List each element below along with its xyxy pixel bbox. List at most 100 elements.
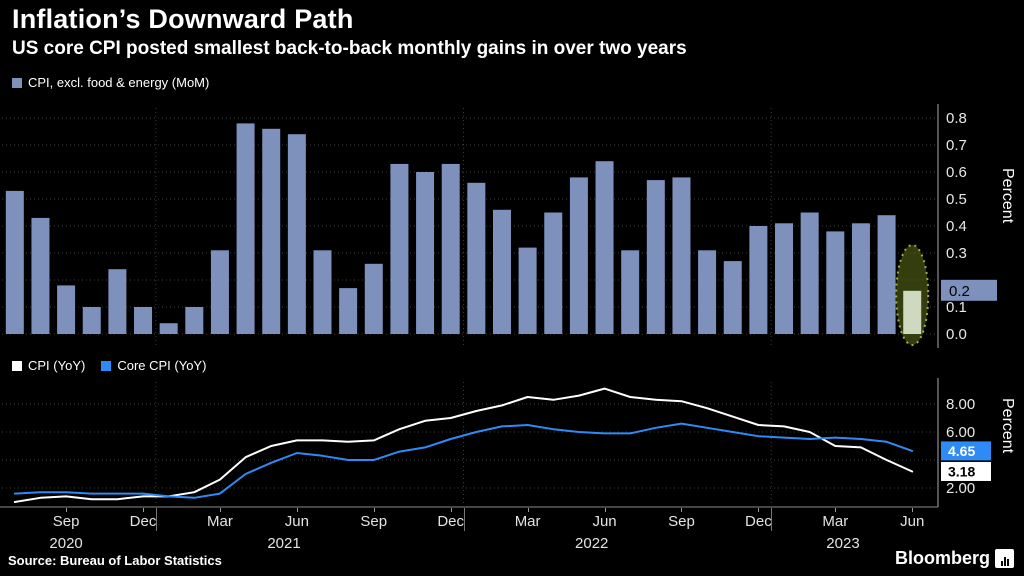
- series-line-core: [13, 422, 914, 499]
- cpi-series-swatch-icon: [12, 360, 22, 371]
- x-year-label: 2023: [826, 535, 860, 552]
- bar-2021-11: [416, 172, 435, 334]
- x-tick-mark: [835, 508, 837, 512]
- core-cpi-mom-bar-chart: 0.0 0.1 0.3 0.4 0.5 0.6 0.7 0.8 0.2: [2, 104, 997, 348]
- x-tick-mark: [296, 508, 298, 512]
- bar-2023-02: [800, 212, 819, 334]
- x-tick-mark: [450, 508, 452, 512]
- bar-2023-01: [775, 223, 794, 334]
- x-tick-label: Jun: [592, 513, 617, 530]
- y-tick-label: 2.00: [946, 480, 975, 497]
- bloomberg-wordmark: Bloomberg: [894, 548, 990, 568]
- x-tick-label: Dec: [745, 513, 772, 530]
- year-divider: [771, 508, 773, 531]
- bar-2021-04: [236, 123, 255, 335]
- bar-2021-01: [159, 323, 178, 334]
- bar-2021-05: [262, 128, 281, 334]
- y-tick-label: 0.5: [946, 191, 967, 208]
- x-tick-mark: [66, 508, 68, 512]
- bar-2022-11: [723, 261, 742, 334]
- page-subtitle: US core CPI posted smallest back-to-back…: [12, 38, 687, 59]
- year-divider: [155, 508, 157, 531]
- source-note: Source: Bureau of Labor Statistics: [8, 553, 222, 568]
- bar-2021-12: [441, 163, 460, 334]
- x-tick-label: Jun: [900, 513, 925, 530]
- y-tick-label: 0.4: [946, 218, 967, 235]
- core-series-swatch-icon: [101, 360, 112, 371]
- bar-2021-10: [390, 163, 409, 334]
- x-tick-label: Dec: [129, 513, 157, 530]
- bar-series-label: CPI, excl. food & energy (MoM): [28, 75, 210, 90]
- series-line-cpi: [13, 387, 914, 503]
- bar-2020-08: [31, 217, 50, 334]
- x-tick-mark: [219, 508, 221, 512]
- bar-2020-11: [108, 269, 127, 334]
- x-tick-mark: [373, 508, 375, 512]
- x-tick-label: Mar: [822, 513, 849, 530]
- x-tick-label: Sep: [52, 513, 80, 530]
- year-divider: [463, 508, 465, 531]
- y-tick-label: 0.8: [946, 110, 967, 127]
- bar-2023-06: [903, 290, 922, 334]
- bar-2023-05: [877, 215, 896, 334]
- bar-2021-08: [339, 288, 358, 334]
- bar-2021-06: [287, 134, 306, 334]
- bloomberg-terminal-icon: [995, 549, 1014, 568]
- bar-2022-03: [518, 247, 537, 334]
- core-series-label: Core CPI (YoY): [117, 358, 207, 373]
- x-tick-mark: [681, 508, 683, 512]
- bar-series-swatch-icon: [12, 77, 22, 88]
- y-tick-label: 0.6: [946, 164, 967, 181]
- bar-2020-10: [82, 307, 101, 334]
- highlight-ellipse: [895, 244, 930, 346]
- bar-2023-03: [826, 231, 845, 334]
- x-year-label: 2022: [575, 535, 609, 552]
- x-tick-mark: [604, 508, 606, 512]
- highlight-axis-badge-label: 0.2: [949, 283, 970, 300]
- y-tick-label: 0.3: [946, 245, 967, 262]
- y-tick-label: 0.7: [946, 137, 967, 154]
- bar-2022-02: [492, 209, 511, 334]
- bar-2020-07: [5, 190, 24, 334]
- bar-2021-09: [364, 263, 383, 334]
- bar-2020-09: [57, 285, 76, 334]
- x-tick-label: Mar: [207, 513, 233, 530]
- bar-2022-04: [544, 212, 563, 334]
- cpi-series-label: CPI (YoY): [28, 358, 86, 373]
- bar-2022-12: [749, 226, 768, 334]
- end-value-label: 4.65: [948, 443, 975, 459]
- bar-2022-07: [621, 250, 640, 334]
- x-tick-mark: [912, 508, 914, 512]
- top-axis-unit-label: Percent: [999, 168, 1016, 224]
- bar-2022-01: [467, 182, 486, 334]
- bloomberg-brand: Bloomberg: [895, 548, 1014, 569]
- page-title: Inflation’s Downward Path: [12, 4, 354, 34]
- x-tick-label: Jun: [284, 513, 309, 530]
- end-value-badge: [941, 461, 991, 481]
- x-tick-label: Mar: [514, 513, 541, 530]
- y-tick-label: 0.1: [946, 299, 967, 316]
- cpi-yoy-line-chart: 8.00 6.00 2.00 4.65 3.18: [0, 378, 991, 508]
- bar-2022-10: [698, 250, 717, 334]
- bar-2022-05: [569, 177, 588, 334]
- top-chart-legend: CPI, excl. food & energy (MoM): [12, 75, 225, 90]
- x-year-label: 2021: [267, 535, 301, 552]
- bar-2022-06: [595, 161, 614, 334]
- y-tick-label: 8.00: [946, 396, 975, 413]
- end-value-badge: [941, 441, 991, 461]
- highlight-axis-badge: [941, 279, 997, 301]
- bottom-chart-legend: CPI (YoY) Core CPI (YoY): [12, 358, 222, 373]
- y-tick-label: 6.00: [946, 424, 975, 441]
- x-tick-mark: [527, 508, 529, 512]
- y-tick-label: 0.0: [946, 326, 967, 343]
- bar-2021-03: [210, 250, 229, 334]
- shared-x-axis: Sep Dec Mar Jun Sep Dec Mar Jun Sep Dec Mar Jun 2020…: [0, 508, 1024, 556]
- x-tick-label: Dec: [437, 513, 465, 530]
- x-tick-mark: [143, 508, 145, 512]
- bar-2023-04: [851, 223, 870, 334]
- bar-2020-12: [134, 307, 153, 334]
- bar-2022-09: [672, 177, 691, 334]
- x-year-label: 2020: [49, 535, 83, 552]
- end-value-label: 3.18: [948, 463, 975, 479]
